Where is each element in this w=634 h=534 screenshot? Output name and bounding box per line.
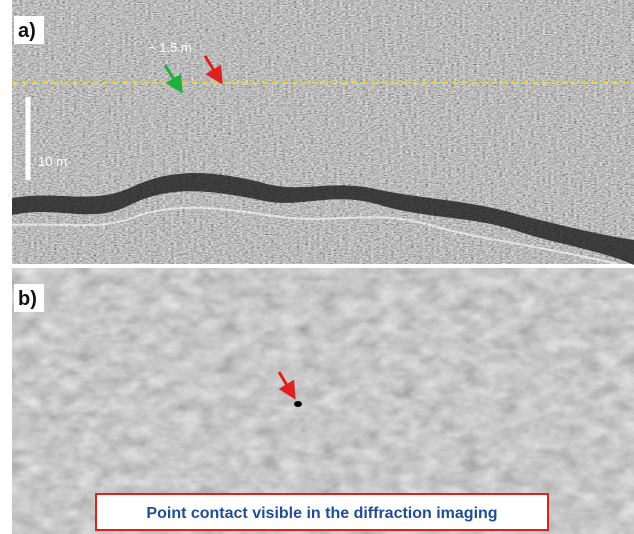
- figure: ~ 1.5 m 10 m a) b) Point contact visible…: [0, 0, 634, 534]
- annotation: ~ 1.5 m: [148, 40, 192, 55]
- caption: Point contact visible in the diffraction…: [146, 505, 497, 522]
- point-contact: [294, 401, 302, 407]
- scale-label: 10 m: [38, 154, 67, 169]
- panel-label: b): [18, 288, 37, 310]
- panel-b: b) Point contact visible in the diffract…: [12, 268, 634, 534]
- panel-a: ~ 1.5 m 10 m a): [12, 0, 634, 268]
- panel-label: a): [18, 20, 36, 42]
